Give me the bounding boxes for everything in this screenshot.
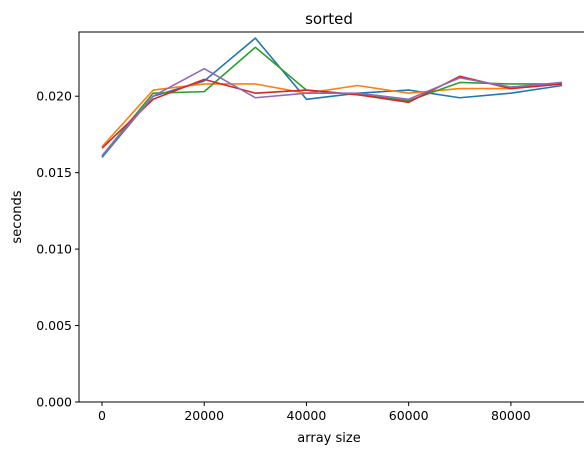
series-layer [101,37,563,158]
plot-frame [78,31,584,403]
series-line-3 [101,46,562,157]
y-tick-label: 0.020 [36,89,72,104]
x-tick-label: 20000 [184,408,224,423]
x-axis-label: array size [297,431,360,446]
x-axis: 0 20000 40000 60000 80000 [98,402,531,423]
x-tick-label: 0 [98,408,106,423]
series-line-2 [101,83,563,148]
x-tick-label: 60000 [389,408,429,423]
y-tick-label: 0.000 [36,395,72,410]
x-tick-label: 40000 [287,408,327,423]
x-tick-label: 80000 [491,408,531,423]
y-tick-label: 0.015 [36,165,72,180]
chart-title: sorted [305,10,353,28]
y-axis: 0.000 0.005 0.010 0.015 0.020 [36,89,79,410]
series-line-5 [101,67,563,157]
y-tick-label: 0.010 [36,242,72,257]
y-tick-label: 0.005 [36,318,72,333]
y-axis-label: seconds [10,190,25,243]
series-line-1 [101,37,563,158]
